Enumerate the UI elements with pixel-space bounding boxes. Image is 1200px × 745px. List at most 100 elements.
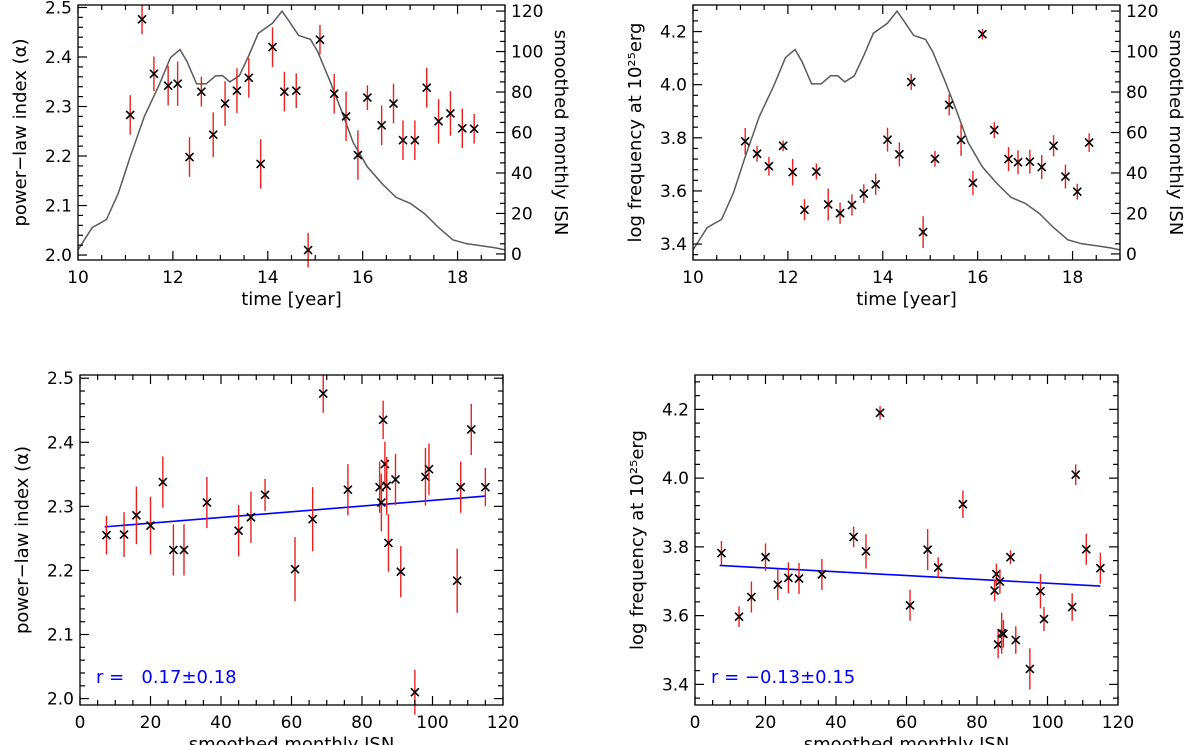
data-point <box>362 85 372 110</box>
cross-marker <box>343 485 353 495</box>
data-point <box>341 91 351 142</box>
data-point <box>119 512 129 557</box>
data-point <box>788 158 798 186</box>
data-point <box>773 569 783 601</box>
cross-marker <box>145 521 156 531</box>
y2-tick-label: 120 <box>1126 2 1158 22</box>
y-tick-label: 2.2 <box>45 147 72 167</box>
cross-marker <box>1072 187 1082 197</box>
cross-marker <box>179 545 189 555</box>
cross-marker <box>158 477 168 487</box>
cross-marker <box>291 86 301 96</box>
cross-marker <box>290 564 300 574</box>
y2-tick-label: 20 <box>511 204 533 224</box>
cross-marker <box>752 149 762 159</box>
cross-marker <box>196 87 206 97</box>
x-tick-label: 100 <box>1031 713 1063 733</box>
panel-time-log-frequency: 10 12 14 16 18 3.4 3.6 3.8 4.0 4.2 0 20 40 60 80 100 120… <box>625 2 1186 310</box>
cross-marker <box>740 136 750 146</box>
data-point <box>184 137 195 177</box>
cross-marker <box>303 245 313 255</box>
cross-marker <box>424 464 434 474</box>
data-point <box>383 514 394 572</box>
data-point <box>452 548 462 613</box>
cross-marker <box>168 545 178 555</box>
data-point <box>783 562 793 594</box>
data-point <box>377 105 387 146</box>
cross-marker <box>1095 563 1105 573</box>
x-tick-label: 120 <box>487 713 519 733</box>
data-point <box>1011 626 1021 654</box>
cross-marker <box>422 83 432 93</box>
x-tick-label: 16 <box>352 268 374 288</box>
plot-frame <box>694 374 1119 706</box>
y2-tick-label: 120 <box>511 2 543 22</box>
data-point <box>343 464 353 516</box>
cross-marker <box>861 546 871 556</box>
cross-marker <box>875 408 885 418</box>
cross-marker <box>849 532 859 542</box>
cross-marker <box>764 161 774 171</box>
panel-isn-log-frequency: 0 20 40 60 80 100 120 3.4 3.6 3.8 4.0 4.2 smoothed m… <box>627 374 1134 745</box>
data-point <box>434 99 444 144</box>
cross-marker <box>137 14 147 24</box>
plot-frame <box>692 4 1121 261</box>
data-point <box>101 515 112 555</box>
x-tick-label: 60 <box>281 713 303 733</box>
data-point <box>376 473 386 532</box>
cross-marker <box>1049 141 1059 151</box>
data-point <box>388 83 399 124</box>
cross-marker <box>1011 635 1021 645</box>
data-point <box>279 71 289 112</box>
cross-marker <box>202 497 212 508</box>
cross-marker <box>452 576 462 586</box>
data-point <box>930 150 940 167</box>
cross-marker <box>398 135 408 145</box>
data-point <box>457 108 467 149</box>
data-point <box>410 669 420 715</box>
x-tick-label: 40 <box>210 713 232 733</box>
cross-marker <box>101 530 112 540</box>
data-point <box>823 188 833 221</box>
cross-marker <box>799 205 810 215</box>
x-tick-label: 60 <box>896 713 918 733</box>
data-point <box>303 232 313 268</box>
y2-tick-label: 60 <box>1126 124 1148 144</box>
correlation-annotation: r = −0.13±0.15 <box>711 667 855 688</box>
fit-line <box>104 495 486 528</box>
y2-tick-label: 80 <box>511 83 533 103</box>
cross-marker <box>773 580 783 590</box>
y-tick-label: 3.8 <box>662 538 689 558</box>
data-point <box>740 127 750 155</box>
cross-marker <box>232 86 242 96</box>
data-point <box>760 543 771 571</box>
x-tick-label: 120 <box>1102 713 1134 733</box>
cross-marker <box>318 389 328 399</box>
data-point <box>991 563 1001 585</box>
cross-marker <box>382 481 392 491</box>
cross-marker <box>1081 544 1091 554</box>
data-point <box>1081 533 1091 565</box>
cross-marker <box>1060 172 1071 182</box>
data-point <box>746 581 756 613</box>
cross-marker <box>734 612 744 622</box>
cross-marker <box>279 87 289 97</box>
y2-tick-label: 40 <box>1126 164 1148 184</box>
cross-marker <box>131 510 141 520</box>
cross-marker <box>1037 162 1047 172</box>
cross-marker <box>944 100 954 110</box>
y-tick-label: 4.2 <box>660 23 687 43</box>
data-point <box>1025 149 1035 174</box>
y-tick-label: 2.0 <box>45 246 72 266</box>
y-axis-label: power−law index (α) <box>12 446 33 634</box>
cross-marker <box>906 77 916 87</box>
cross-marker <box>380 459 390 469</box>
data-point <box>396 546 406 598</box>
cross-marker <box>390 474 401 485</box>
cross-marker <box>746 592 756 602</box>
cross-marker <box>847 200 857 210</box>
x-tick-label: 16 <box>967 268 989 288</box>
data-point <box>145 496 156 555</box>
panel-time-power-law-index: 10 12 14 16 18 2.0 2.1 2.2 2.3 2.4 2.5 0 20 40 60 80 100… <box>10 0 571 310</box>
x-tick-label: 10 <box>67 268 89 288</box>
